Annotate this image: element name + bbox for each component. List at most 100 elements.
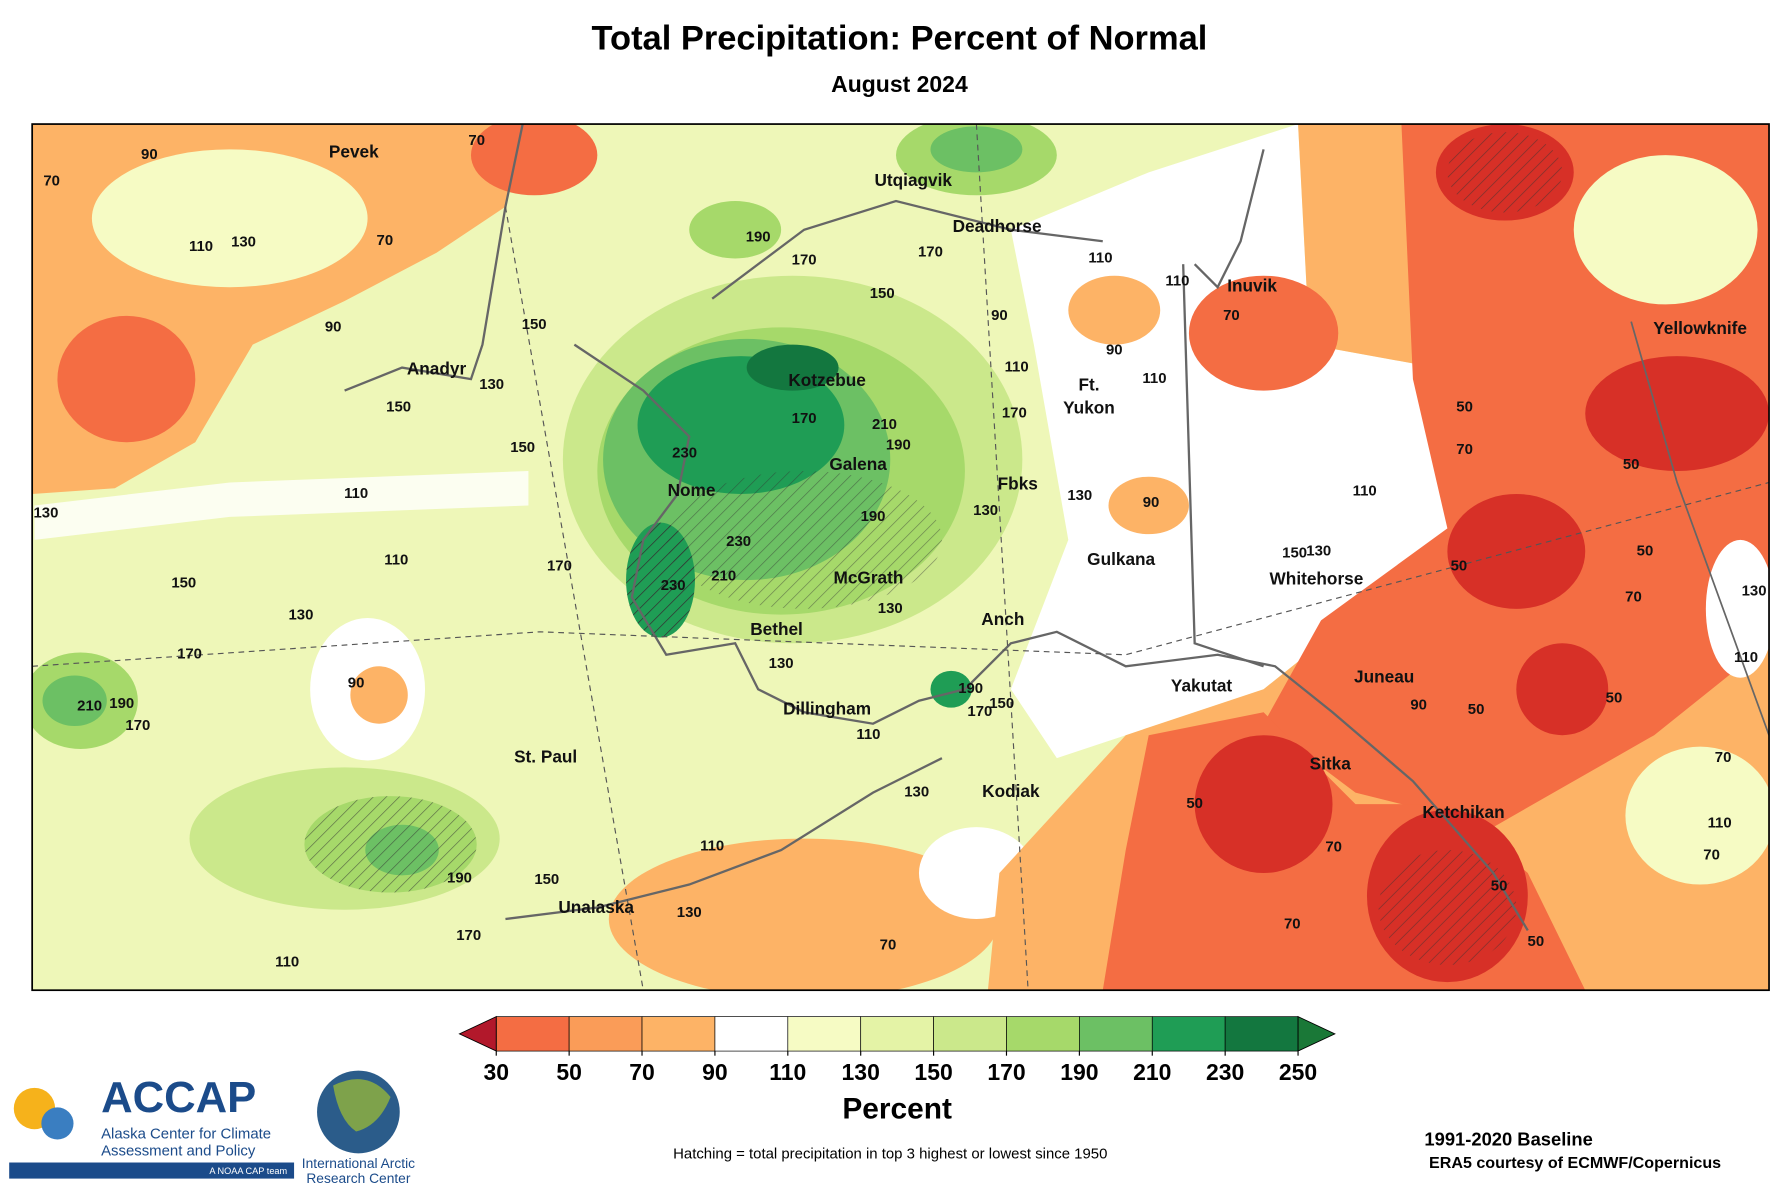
colorbar-tick-label: 250 [1279,1059,1317,1085]
over-arrow [1297,1015,1336,1052]
contour-label: 150 [989,695,1014,712]
place-label: Yellowknife [1653,318,1747,338]
contour-label: 170 [1002,404,1027,421]
colorbar-tick-label: 130 [842,1059,880,1085]
place-label: Anch [981,609,1024,629]
place-label: Bethel [750,619,803,639]
contour-label: 190 [746,229,771,246]
accap-name: ACCAP [101,1073,256,1122]
iarc-line: International Arctic [302,1156,415,1171]
color-bin [641,1016,716,1052]
accap-line: Alaska Center for Climate [101,1125,271,1142]
contour-label: 170 [177,646,202,663]
subtitle: August 2024 [831,71,968,97]
contour-label: 130 [769,655,794,672]
contour-label: 170 [967,703,992,720]
place-label: St. Paul [514,747,577,767]
baseline-note: 1991-2020 Baseline [1424,1129,1592,1150]
contour-label: 110 [1734,649,1758,666]
credit: ERA5 courtesy of ECMWF/Copernicus [1429,1154,1721,1172]
place-label: Yakutat [1171,675,1233,695]
contour-label: 70 [880,936,897,953]
contour-label: 230 [661,577,686,594]
contour-label: 110 [189,238,213,255]
contour-label: 170 [792,252,817,269]
place-label: McGrath [834,568,904,588]
contour-label: 90 [348,674,365,691]
contour-label: 50 [1606,689,1623,706]
color-bin [714,1016,789,1052]
contour-label: 130 [904,784,929,801]
contour-label: 70 [1703,847,1720,864]
title: Total Precipitation: Percent of Normal [592,19,1208,57]
contour-label: 110 [700,838,724,855]
contour-label: 70 [468,132,485,149]
place-label: Ft. [1078,375,1099,395]
contour-label: 170 [792,410,817,427]
color-bin [495,1016,570,1052]
contour-label: 110 [856,726,880,743]
contour-label: 150 [510,439,535,456]
contour-label: 150 [386,399,411,416]
colorbar-tick-label: 50 [556,1059,582,1085]
contour-label: 50 [1468,701,1485,718]
map [32,124,1770,991]
contour-label: 230 [672,445,697,462]
place-label: Sitka [1310,754,1352,774]
contour-label: 150 [1282,545,1307,562]
contour-label: 130 [1742,583,1767,600]
place-label: Utqiagvik [874,170,952,190]
contour-label: 90 [141,146,158,163]
contour-label: 230 [726,533,751,550]
place-label: Yukon [1063,397,1115,417]
contour-label: 150 [171,574,196,591]
contour-label: 130 [677,904,702,921]
iarc-logo: International Arctic Research Center [302,1070,415,1184]
contour-label: 50 [1491,878,1508,895]
contour-label: 170 [547,557,572,574]
color-bin [1079,1016,1153,1052]
place-label: Kotzebue [788,370,865,390]
place-label: Ketchikan [1422,802,1504,822]
contour-label: 110 [1005,359,1029,376]
contour-label: 130 [231,233,256,250]
contour-label: 210 [711,568,736,585]
place-label: Dillingham [783,698,871,718]
contour-label: 50 [1186,795,1203,812]
colorbar-tick-label: 90 [702,1059,728,1085]
contour-label: 50 [1623,456,1640,473]
colorbar-label: Percent [842,1093,952,1126]
contour-label: 110 [1142,370,1166,387]
map-frame [31,123,1770,992]
contour-label: 150 [870,285,895,302]
place-label: Juneau [1354,666,1414,686]
place-label: Anadyr [407,358,467,378]
contour-label: 210 [872,416,897,433]
contour-label: 110 [1165,272,1189,289]
colorbar-tick-label: 210 [1133,1059,1171,1085]
contour-label: 90 [991,307,1008,324]
contour-label: 130 [878,600,903,617]
place-label: Galena [829,454,887,474]
accap-line: Assessment and Policy [101,1143,256,1160]
accap-logo: ACCAP Alaska Center for Climate Assessme… [9,1073,295,1179]
contour-label: 90 [1106,341,1123,358]
place-label: Fbks [998,473,1038,493]
color-bin [933,1016,1007,1052]
under-arrow [458,1015,497,1052]
place-label: Nome [668,480,716,500]
contour-label: 70 [43,172,60,189]
contour-label: 170 [456,927,481,944]
contour-label: 190 [109,695,134,712]
contour-label: 110 [344,485,368,502]
color-bin [1006,1016,1080,1052]
contour-label: 130 [289,607,314,624]
contour-label: 130 [1067,487,1092,504]
color-bin [1151,1016,1226,1052]
contour-label: 110 [275,954,299,971]
iarc-line: Research Center [306,1171,410,1184]
color-bin [860,1016,934,1052]
contour-label: 150 [534,871,559,888]
colorbar-tick-label: 190 [1060,1059,1098,1085]
place-label: Pevek [329,141,379,161]
